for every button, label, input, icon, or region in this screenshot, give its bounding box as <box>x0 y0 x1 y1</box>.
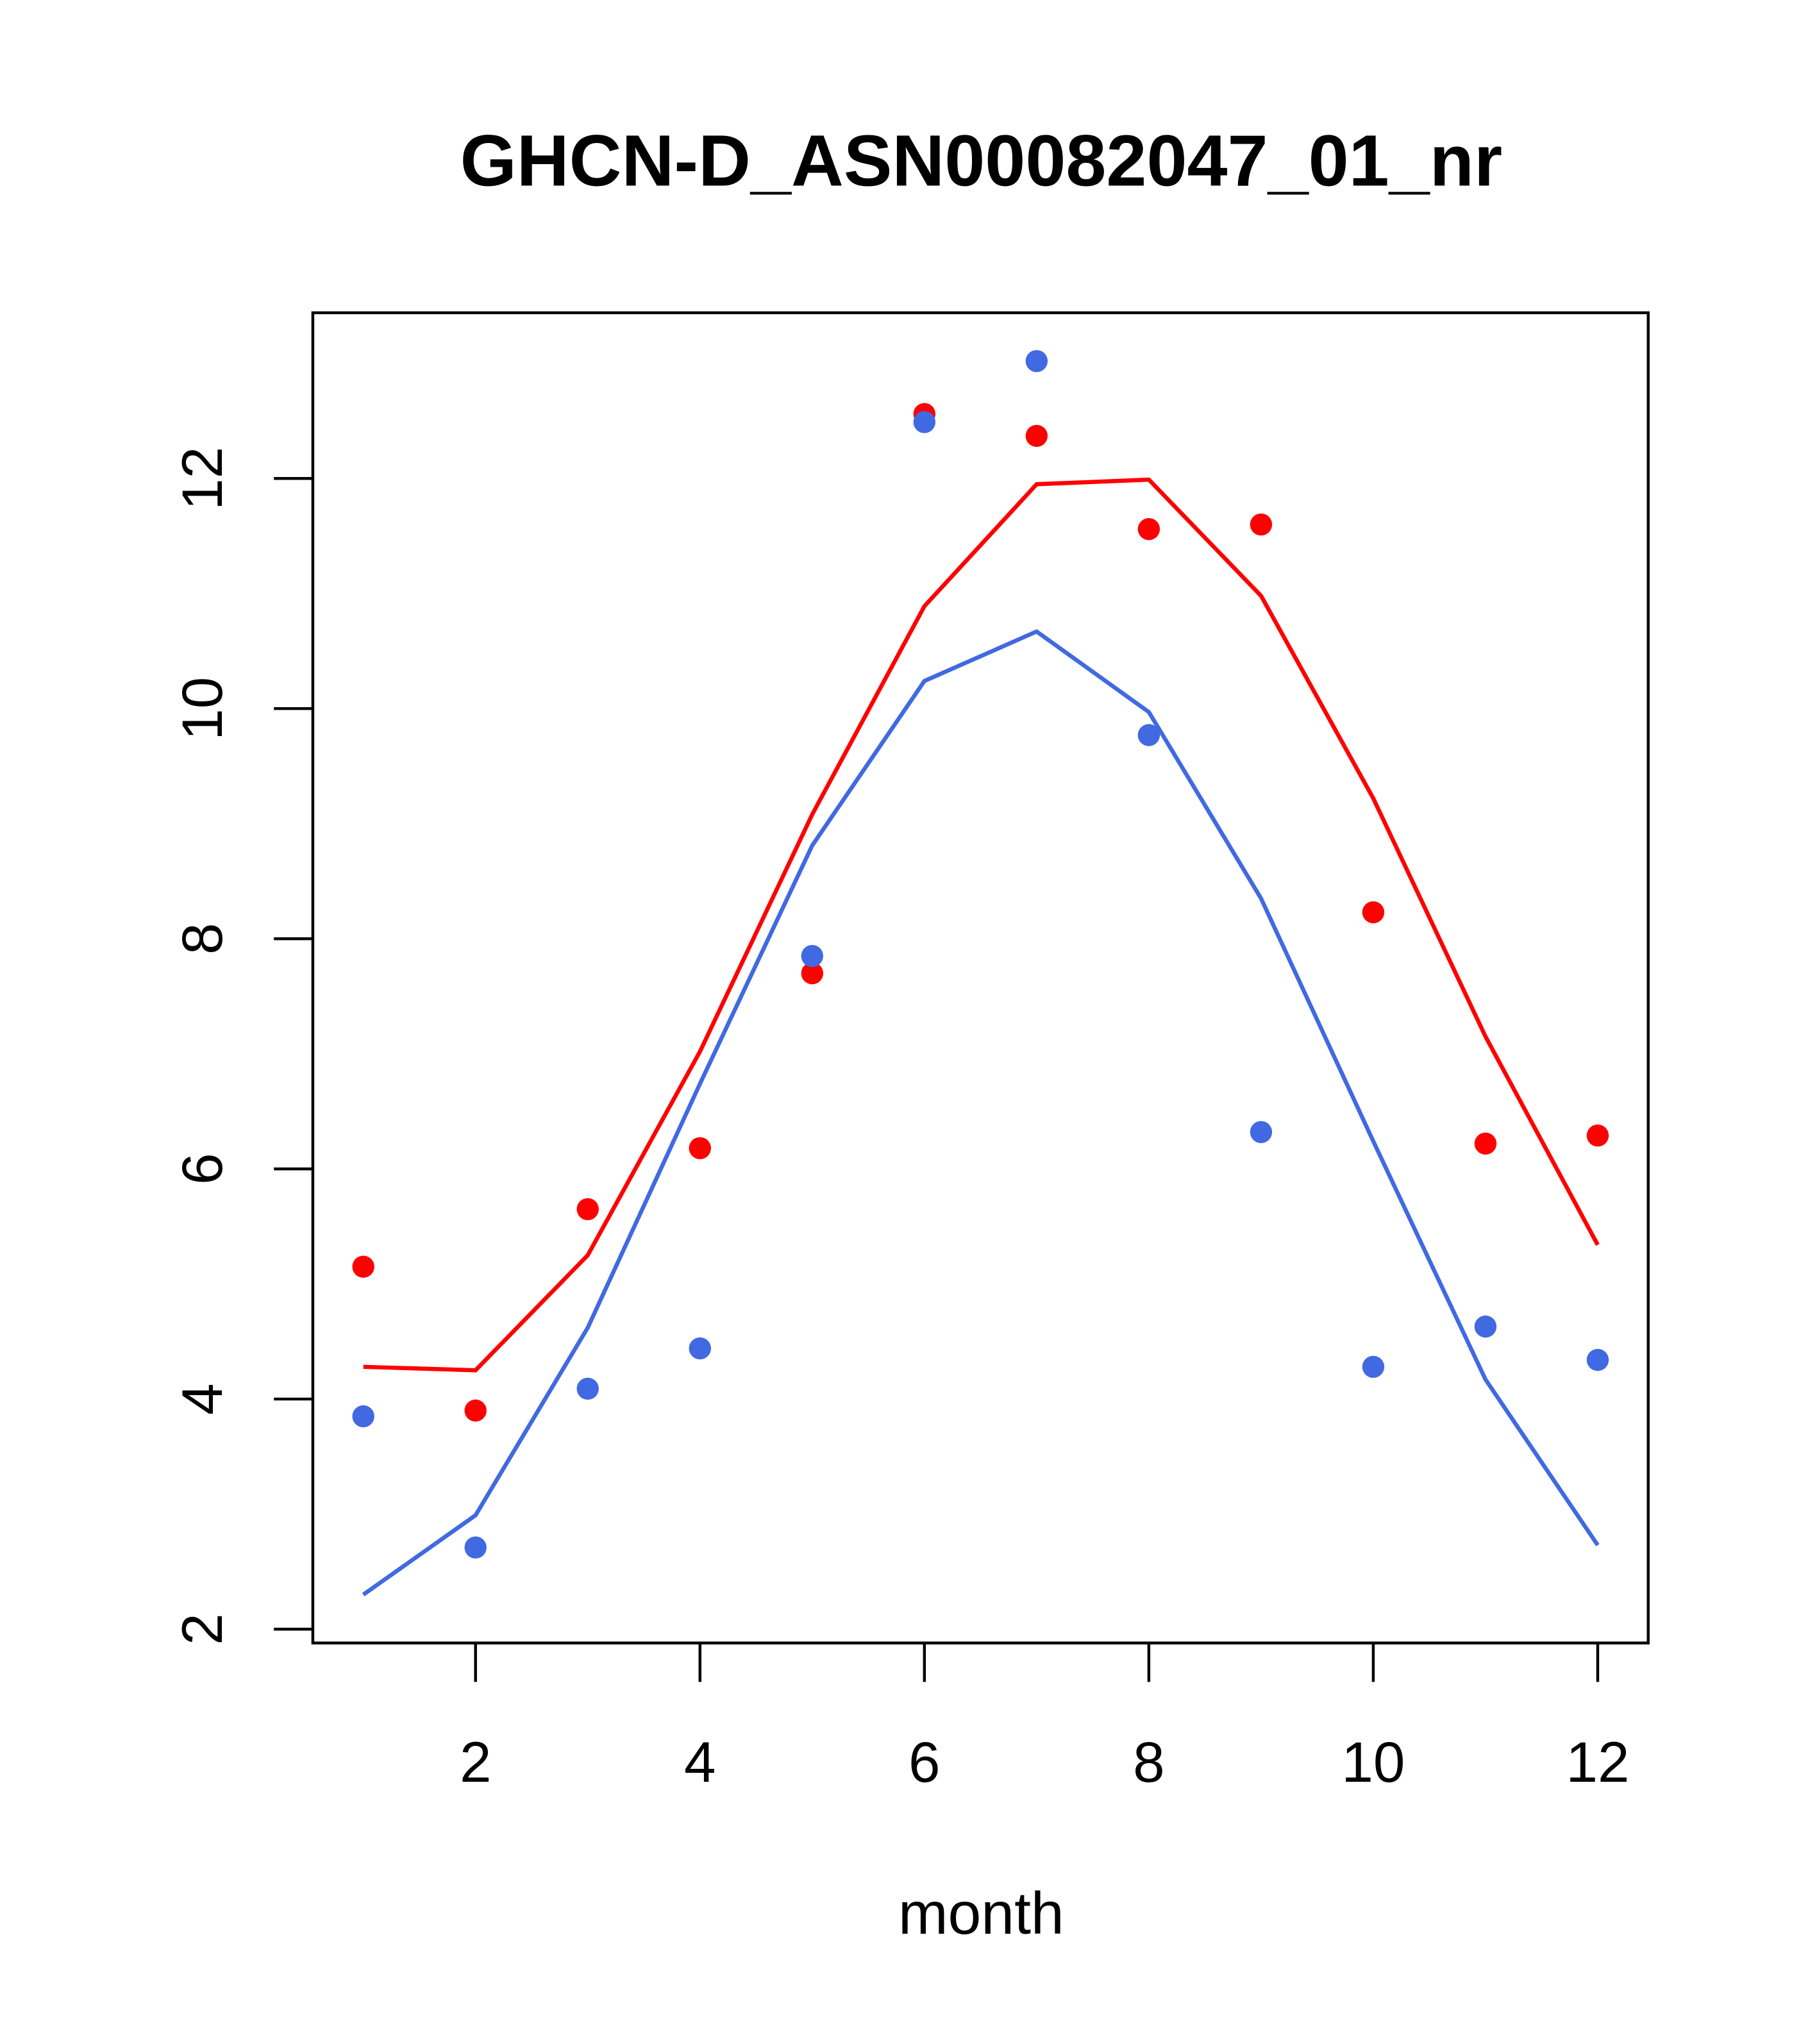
x-tick-label: 6 <box>908 1730 941 1794</box>
x-tick-label: 4 <box>684 1730 716 1794</box>
red-point <box>1586 1124 1609 1147</box>
red-point <box>689 1137 711 1160</box>
blue-point <box>1586 1348 1609 1371</box>
blue-point <box>576 1377 599 1400</box>
y-axis: 2 4 6 8 10 12 <box>170 447 313 1645</box>
y-tick-label: 6 <box>170 1153 234 1185</box>
y-tick-label: 12 <box>170 447 234 510</box>
blue-point <box>913 411 936 433</box>
red-point <box>1362 901 1385 924</box>
red-point <box>1474 1132 1497 1155</box>
x-axis: 2 4 6 8 10 12 <box>460 1643 1630 1794</box>
blue-point <box>1137 724 1160 746</box>
y-tick-label: 8 <box>170 923 234 955</box>
plot-frame <box>311 311 1650 1645</box>
blue-point <box>689 1337 711 1360</box>
blue-line <box>362 629 1600 1596</box>
red-line <box>363 477 1600 1373</box>
chart-title: GHCN-D_ASN00082047_01_nr <box>460 120 1502 201</box>
red-point <box>1137 518 1160 540</box>
blue-point <box>1025 349 1048 373</box>
x-axis-label: month <box>898 1880 1064 1947</box>
blue-point <box>352 1405 374 1428</box>
y-tick-label: 10 <box>170 677 234 741</box>
red-point <box>464 1399 487 1422</box>
red-point <box>1250 513 1273 536</box>
y-tick-label: 4 <box>170 1383 234 1415</box>
x-tick-label: 12 <box>1566 1730 1629 1794</box>
red-point <box>352 1255 374 1278</box>
blue-point <box>1474 1315 1497 1338</box>
red-point <box>801 962 824 985</box>
y-tick-label: 2 <box>170 1613 234 1645</box>
blue-point <box>1250 1121 1273 1143</box>
blue-point <box>1362 1355 1385 1378</box>
blue-point <box>801 944 824 968</box>
red-point <box>576 1198 599 1221</box>
x-tick-label: 10 <box>1341 1730 1405 1794</box>
x-tick-label: 2 <box>460 1730 492 1794</box>
x-tick-label: 8 <box>1133 1730 1165 1794</box>
red-point <box>1025 424 1048 448</box>
series-layer <box>352 349 1609 1596</box>
blue-point <box>464 1536 487 1559</box>
